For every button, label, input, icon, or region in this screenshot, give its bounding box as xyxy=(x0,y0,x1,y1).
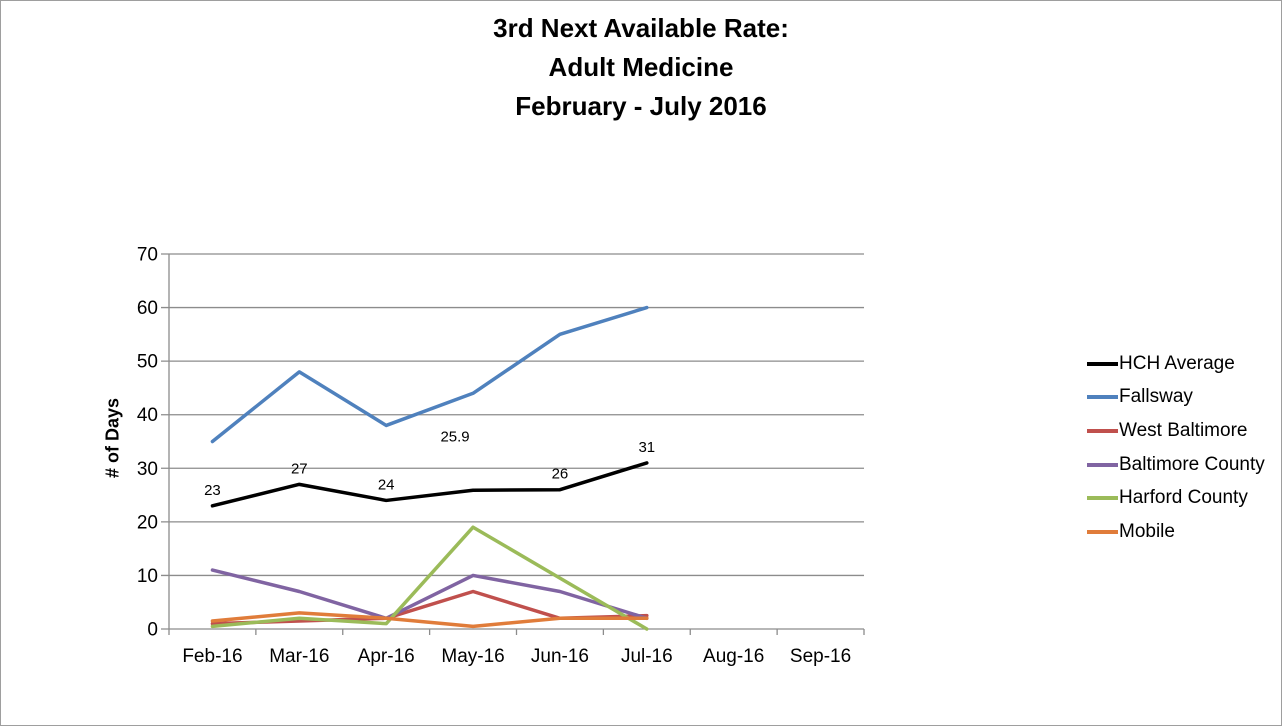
legend-swatch-harford-county xyxy=(1087,496,1118,501)
legend-swatch-mobile xyxy=(1087,529,1118,534)
chart-title-line-3: February - July 2016 xyxy=(515,91,767,121)
data-label-hch-average-jul-16: 31 xyxy=(638,439,655,456)
chart-title-line-1: 3rd Next Available Rate: xyxy=(493,13,789,43)
series-line-harford-county xyxy=(210,525,649,631)
legend-item-fallsway: Fallsway xyxy=(1087,381,1265,415)
legend-swatch-hch-average xyxy=(1087,361,1118,366)
data-label-hch-average-feb-16: 23 xyxy=(204,482,221,499)
legend-label-fallsway: Fallsway xyxy=(1119,386,1193,408)
legend-label-mobile: Mobile xyxy=(1119,520,1175,542)
x-tick-label-jun-16: Jun-16 xyxy=(531,646,589,667)
y-tick-label-10: 10 xyxy=(137,566,158,587)
x-tick-label-mar-16: Mar-16 xyxy=(269,646,329,667)
y-tick-label-20: 20 xyxy=(137,512,158,533)
series-line-baltimore-county xyxy=(210,568,649,621)
chart-legend: HCH Average Fallsway West Baltimore Baltimo… xyxy=(1087,347,1265,549)
x-tick-label-feb-16: Feb-16 xyxy=(182,646,242,667)
series-line-hch-average xyxy=(210,461,649,508)
x-tick-label-sep-16: Sep-16 xyxy=(790,646,851,667)
series-line-fallsway xyxy=(210,305,649,444)
y-tick-label-70: 70 xyxy=(137,245,158,266)
y-tick-label-50: 50 xyxy=(137,352,158,373)
legend-swatch-fallsway xyxy=(1087,395,1118,400)
data-label-hch-average-may-16: 25.9 xyxy=(440,428,469,445)
y-tick-label-60: 60 xyxy=(137,298,158,319)
data-label-hch-average-jun-16: 26 xyxy=(552,466,569,483)
y-tick-label-0: 0 xyxy=(147,620,158,641)
legend-item-baltimore-county: Baltimore County xyxy=(1087,448,1265,482)
chart-title: 3rd Next Available Rate: Adult Medicine … xyxy=(1,9,1281,126)
y-tick-label-30: 30 xyxy=(137,459,158,480)
legend-item-mobile: Mobile xyxy=(1087,515,1265,549)
x-tick-label-jul-16: Jul-16 xyxy=(621,646,673,667)
legend-item-hch-average: HCH Average xyxy=(1087,347,1265,381)
legend-label-harford-county: Harford County xyxy=(1119,487,1248,509)
legend-label-hch-average: HCH Average xyxy=(1119,352,1235,374)
x-tick-label-apr-16: Apr-16 xyxy=(358,646,415,667)
legend-swatch-baltimore-county xyxy=(1087,462,1118,467)
series-line-mobile xyxy=(210,611,649,629)
data-label-hch-average-apr-16: 24 xyxy=(378,476,395,493)
legend-label-baltimore-county: Baltimore County xyxy=(1119,453,1265,475)
chart-title-line-2: Adult Medicine xyxy=(548,52,734,82)
data-label-hch-average-mar-16: 27 xyxy=(291,460,308,477)
legend-label-west-baltimore: West Baltimore xyxy=(1119,419,1248,441)
legend-swatch-west-baltimore xyxy=(1087,428,1118,433)
y-tick-label-40: 40 xyxy=(137,405,158,426)
x-tick-label-may-16: May-16 xyxy=(441,646,504,667)
legend-item-west-baltimore: West Baltimore xyxy=(1087,414,1265,448)
legend-item-harford-county: Harford County xyxy=(1087,481,1265,515)
x-tick-label-aug-16: Aug-16 xyxy=(703,646,764,667)
